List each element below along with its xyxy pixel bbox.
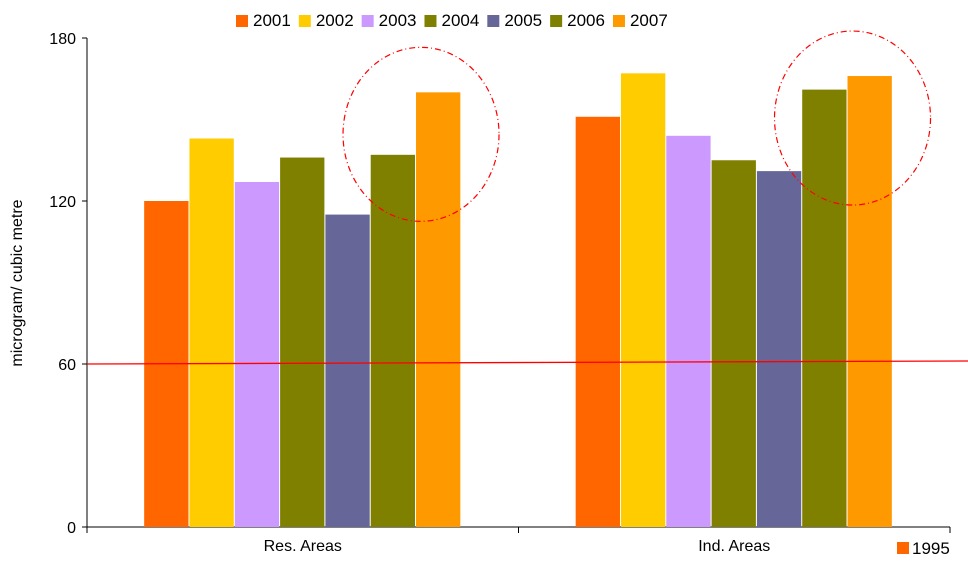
legend-swatch (361, 15, 374, 27)
bar (756, 171, 802, 527)
bar (575, 116, 620, 528)
reference-line (86, 360, 968, 365)
legend-swatch (612, 15, 625, 27)
bar (189, 138, 234, 527)
legend-label: 2002 (316, 11, 354, 30)
y-tick-label: 0 (67, 520, 76, 537)
y-tick-label: 120 (49, 194, 76, 211)
bar (620, 73, 666, 528)
legend-label: 2001 (253, 11, 291, 30)
highlight-circle (342, 46, 500, 222)
legend: 2001 2002 2003 2004 2005 2006 2007 1995 (236, 11, 950, 558)
legend-swatch (897, 542, 909, 554)
bar (416, 92, 461, 527)
bar (711, 160, 756, 527)
y-axis-label: microgram/ cubic metre (9, 199, 26, 366)
x-tick-label: Ind. Areas (698, 538, 770, 555)
legend-label: 2004 (441, 11, 479, 30)
bar (234, 181, 280, 527)
legend-label: 1995 (912, 539, 950, 558)
legend-swatch (236, 15, 248, 27)
bar (370, 154, 416, 528)
legend-swatch (487, 15, 500, 27)
bar (802, 89, 847, 527)
legend-label: 2007 (630, 11, 668, 30)
x-tick-label: Res. Areas (264, 538, 342, 555)
legend-label: 2003 (379, 11, 417, 30)
bar (280, 157, 325, 528)
highlight-circle (773, 30, 932, 206)
legend-label: 2006 (567, 11, 605, 30)
bar (666, 135, 711, 528)
plot-area: 0 60 120 180 Res. Areas Ind. Areas (49, 30, 968, 555)
legend-swatch (424, 15, 437, 27)
bar (847, 76, 892, 528)
y-tick-label: 60 (58, 357, 76, 374)
legend-swatch (550, 15, 563, 27)
legend-swatch (298, 15, 311, 27)
bar (325, 214, 370, 528)
y-tick-label: 180 (49, 31, 76, 48)
legend-label: 2005 (504, 11, 542, 30)
